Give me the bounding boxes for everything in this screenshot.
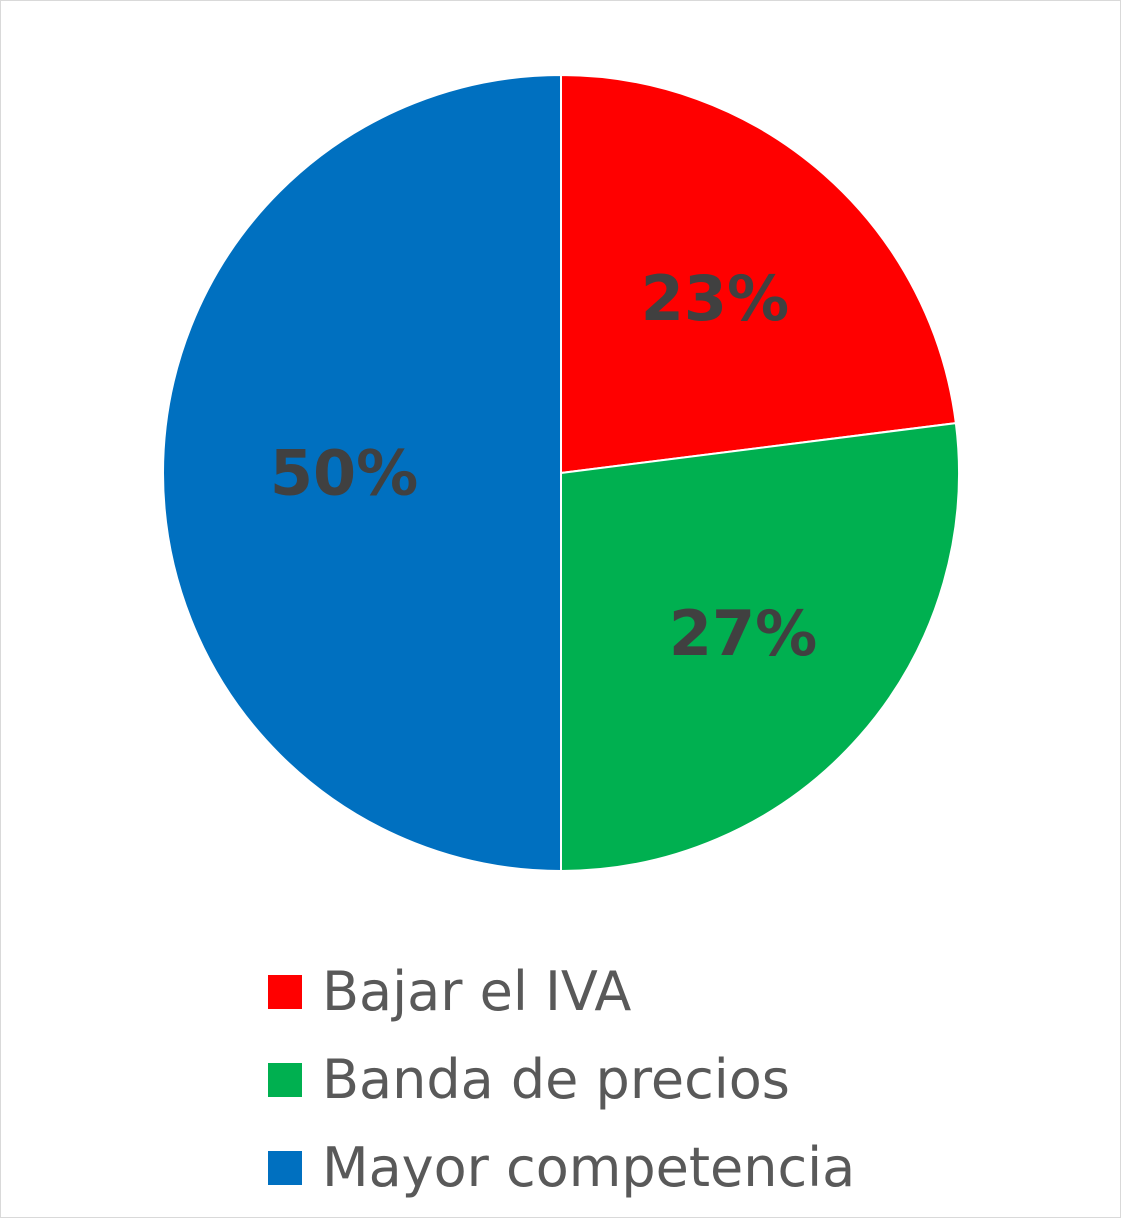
legend-label-banda-de-precios: Banda de precios [322, 1048, 790, 1111]
legend-swatch-banda-de-precios [268, 1063, 302, 1097]
pie-slice-mayor-competencia [162, 73, 562, 873]
legend-item-banda-de-precios: Banda de precios [268, 1036, 855, 1124]
pie-slice-bajar-el-iva [560, 73, 957, 475]
pie-slice-banda-de-precios [560, 421, 960, 873]
data-label-banda-de-precios: 27% [669, 597, 817, 670]
legend-swatch-bajar-el-iva [268, 975, 302, 1009]
data-label-mayor-competencia: 50% [270, 437, 418, 510]
legend: Bajar el IVA Banda de precios Mayor comp… [268, 948, 855, 1212]
legend-label-bajar-el-iva: Bajar el IVA [322, 960, 632, 1023]
legend-item-bajar-el-iva: Bajar el IVA [268, 948, 855, 1036]
data-label-bajar-el-iva: 23% [641, 262, 789, 335]
legend-swatch-mayor-competencia [268, 1151, 302, 1185]
pie-data-labels: 23% 27% 50% [270, 262, 817, 670]
pie-slices [162, 73, 960, 873]
legend-item-mayor-competencia: Mayor competencia [268, 1124, 855, 1212]
legend-label-mayor-competencia: Mayor competencia [322, 1136, 856, 1199]
